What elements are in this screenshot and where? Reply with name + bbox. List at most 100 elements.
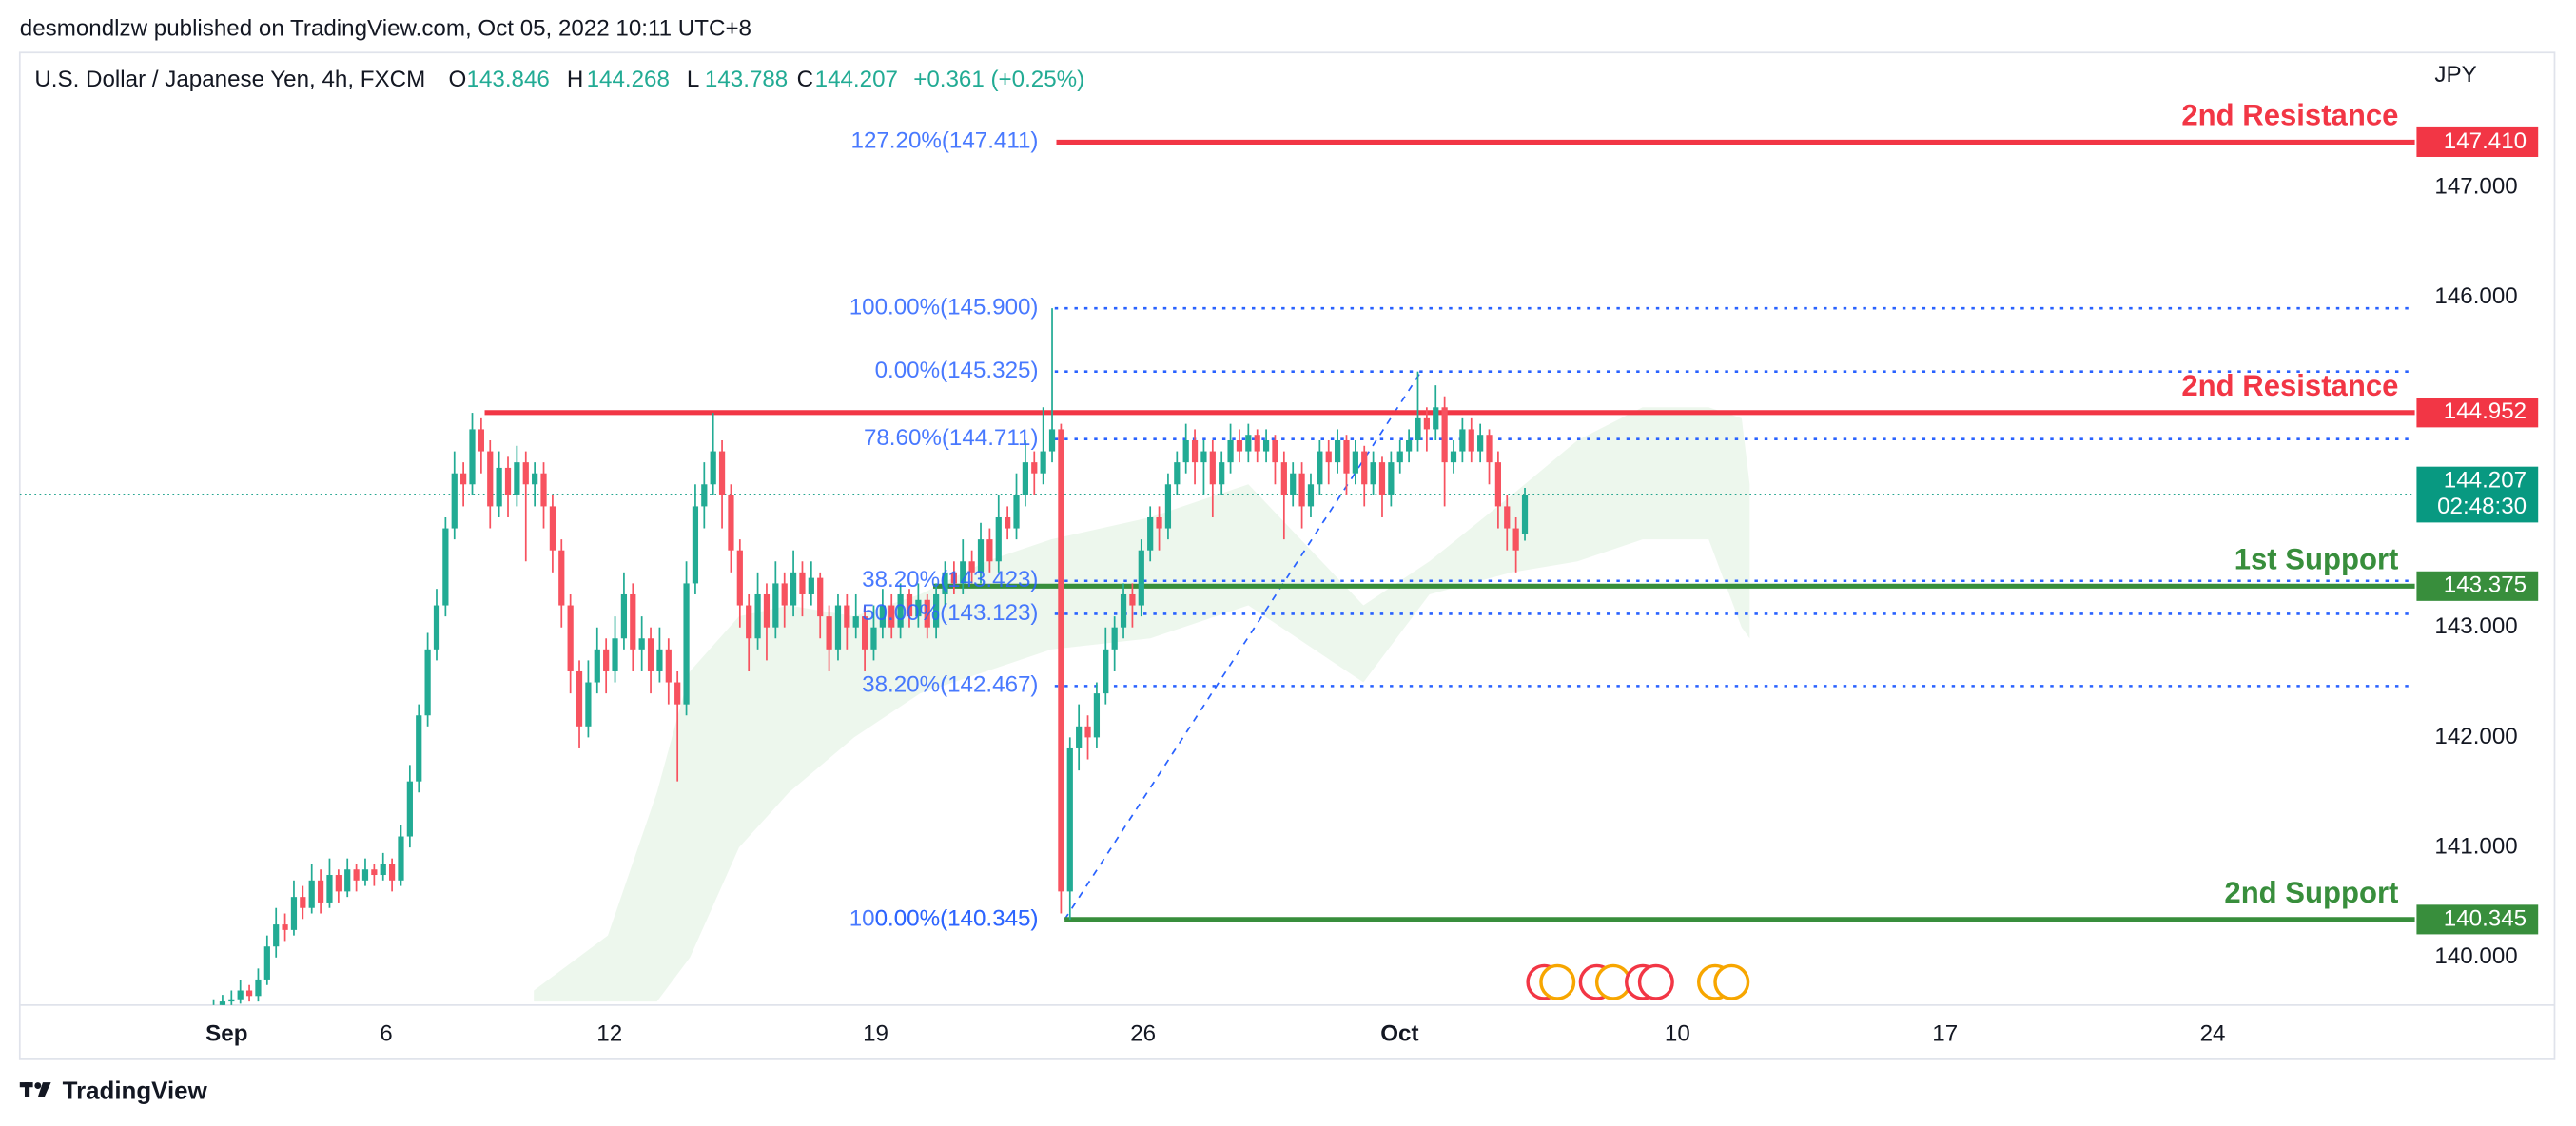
candle-body [273,924,280,947]
candle-body [1504,506,1511,529]
candle-body [1066,747,1073,892]
candle-body [736,550,743,606]
candle-body [638,638,645,650]
candle-body [335,875,342,892]
candle-body [1013,495,1020,529]
candle-body [995,516,1002,562]
candle-body [1272,439,1278,463]
candle-body [1486,435,1493,463]
ichimoku-cloud [534,407,1750,1002]
candle-body [416,715,422,782]
candle-body [1521,495,1529,534]
y-tick-label: 147.000 [2434,173,2517,199]
candle-body [799,572,806,594]
candle-body [1325,451,1332,463]
candle-body [219,1001,226,1005]
candle-body [888,605,895,628]
candle-body [1388,462,1395,495]
candle-body [460,473,467,485]
candle-body [674,682,681,705]
candle-body [1022,462,1029,495]
candle-body [504,467,512,495]
candle-body [728,495,734,551]
candle-body [1406,439,1413,452]
candle-body [1076,726,1083,748]
legend-key: H [567,67,583,92]
candle-body [701,484,708,507]
fib-label: 0.00%(140.345) [875,905,1039,931]
candle-body [683,583,690,705]
candle-body [1174,462,1181,485]
candle-body [1468,429,1474,452]
candle-body [290,897,298,930]
candle-body [496,467,502,507]
level-badge [2416,126,2539,157]
legend-change: +0.361 (+0.25%) [913,67,1084,92]
candle-body [1396,451,1403,463]
currency: JPY [2434,62,2476,87]
header: desmondlzw published on TradingView.com,… [20,15,751,41]
level-name: 2nd Resistance [2181,99,2398,132]
candle-body [1494,462,1501,507]
y-tick-label: 141.000 [2434,833,2517,859]
y-tick-label: 143.000 [2434,613,2517,639]
y-tick-label: 146.000 [2434,283,2517,309]
x-tick-label: 24 [2200,1020,2226,1046]
candle-body [844,605,850,628]
candle-body [852,616,859,628]
candle-body [1254,435,1260,452]
candle-body [968,561,975,573]
candle-body [245,990,253,997]
candle-body [1191,439,1199,463]
candle-body [603,649,610,671]
fib-label: 50.00%(143.123) [862,600,1038,626]
candle-body [763,593,771,628]
candle-body [522,462,529,485]
candle-body [1423,417,1430,430]
last-price-label: 144.207 [2444,468,2527,494]
x-tick-label: 26 [1130,1020,1156,1046]
fib-label: 127.20%(147.411) [851,128,1039,154]
candle-body [1450,451,1457,463]
candle-body [960,561,966,584]
candle-body [576,670,583,727]
candle-body [986,539,993,562]
candle-body [442,528,449,606]
candle-body [1307,484,1315,507]
candle-body [353,869,360,881]
candle-body [1093,693,1101,738]
level-badge [2416,571,2539,601]
candle-body [1031,462,1038,474]
candle-body [1227,439,1234,463]
fib-label: 38.20%(142.467) [862,672,1038,698]
candle-body [710,451,716,485]
legend-value: 143.788 [705,67,788,92]
candle-body [1120,593,1127,628]
candle-body [594,649,600,683]
candle-body [612,638,618,671]
candle-body [1048,429,1056,452]
candle-body [361,869,369,881]
level-name: 2nd Support [2224,876,2398,909]
candle-body [1058,429,1064,892]
candle-body [371,869,378,876]
x-tick-label: 10 [1665,1020,1690,1046]
legend-key: O [449,67,467,92]
footer-brand: TradingView [63,1077,208,1104]
candle-body [692,506,699,584]
candle-body [754,593,761,639]
candle-body [1512,528,1519,551]
last-price-badge [2416,466,2539,523]
candle-body [772,583,779,628]
countdown: 02:48:30 [2437,494,2527,519]
candle-body [469,429,476,485]
level-name: 1st Support [2234,543,2399,576]
candle-body [718,451,726,495]
level-price: 140.345 [2444,905,2527,931]
plot-area [19,139,2415,1005]
candle-body [1209,451,1216,485]
x-tick-label: 19 [863,1020,888,1046]
candle-body [1290,473,1297,495]
candle-body [1352,451,1358,474]
fib-label: 78.60%(144.711) [864,425,1039,451]
